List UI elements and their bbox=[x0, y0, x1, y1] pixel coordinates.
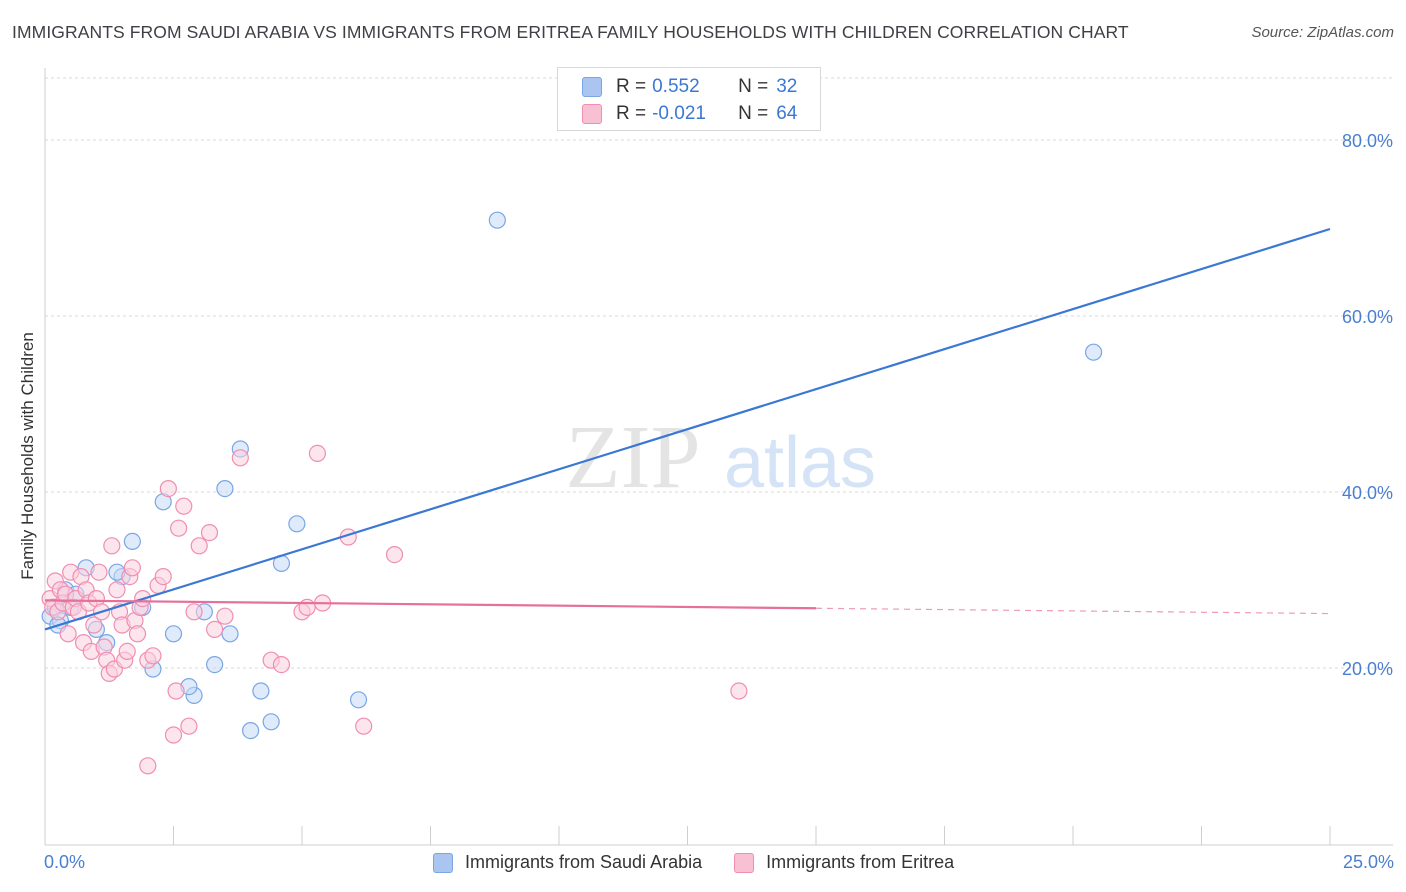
point-eritrea bbox=[730, 682, 748, 700]
point-eritrea bbox=[272, 655, 291, 674]
y-tick-label: 40.0% bbox=[1342, 483, 1393, 503]
point-eritrea bbox=[200, 523, 219, 542]
point-saudi-arabia bbox=[1084, 343, 1103, 361]
point-eritrea bbox=[139, 757, 157, 775]
point-eritrea bbox=[185, 603, 203, 621]
legend-swatch-pink bbox=[582, 104, 602, 124]
point-eritrea bbox=[167, 682, 185, 700]
grid-lines bbox=[45, 77, 1393, 669]
legend-r-label: R = bbox=[616, 103, 647, 124]
y-tick-label: 60.0% bbox=[1342, 307, 1393, 327]
correlation-legend: R = 0.552 N = 32 R = -0.021 N = 64 bbox=[557, 67, 821, 131]
point-eritrea bbox=[298, 598, 316, 617]
legend-r-label: R = bbox=[616, 76, 647, 97]
point-eritrea bbox=[159, 480, 177, 498]
x-tick-label-max: 25.0% bbox=[1342, 852, 1394, 872]
chart-title: IMMIGRANTS FROM SAUDI ARABIA VS IMMIGRAN… bbox=[12, 22, 1129, 42]
trend-lines bbox=[44, 227, 1331, 631]
point-eritrea bbox=[175, 497, 193, 515]
series-legend: Immigrants from Saudi Arabia Immigrants … bbox=[433, 852, 986, 873]
point-saudi-arabia bbox=[488, 211, 506, 229]
y-tick-labels: 20.0% 40.0% 60.0% 80.0% bbox=[1342, 131, 1393, 679]
point-eritrea bbox=[154, 567, 172, 586]
y-tick-label: 80.0% bbox=[1342, 131, 1393, 151]
legend-n-value: 32 bbox=[776, 76, 798, 97]
point-saudi-arabia bbox=[216, 480, 234, 498]
point-saudi-arabia bbox=[164, 625, 183, 643]
legend-row-saudi-arabia: R = 0.552 N = 32 bbox=[582, 75, 797, 99]
legend-row-eritrea: R = -0.021 N = 64 bbox=[582, 102, 797, 126]
trend-line-saudi-arabia bbox=[44, 227, 1331, 631]
point-eritrea bbox=[180, 717, 198, 735]
legend-n-value: 64 bbox=[776, 103, 798, 124]
point-saudi-arabia bbox=[288, 515, 306, 533]
point-eritrea bbox=[170, 519, 188, 537]
legend-item-eritrea: Immigrants from Eritrea bbox=[734, 852, 954, 873]
point-saudi-arabia bbox=[252, 682, 270, 700]
point-eritrea bbox=[216, 607, 234, 625]
watermark-atlas: atlas bbox=[724, 423, 876, 503]
legend-swatch-blue bbox=[582, 77, 602, 97]
point-saudi-arabia bbox=[349, 691, 368, 709]
legend-n-label: N = bbox=[738, 103, 769, 124]
point-eritrea bbox=[308, 444, 327, 462]
point-eritrea bbox=[59, 625, 77, 643]
point-eritrea bbox=[355, 717, 373, 735]
legend-r-value: -0.021 bbox=[652, 103, 706, 124]
point-saudi-arabia bbox=[206, 655, 224, 674]
point-eritrea bbox=[164, 726, 183, 744]
x-tick-label-min: 0.0% bbox=[44, 852, 86, 872]
point-saudi-arabia bbox=[262, 713, 280, 731]
point-eritrea bbox=[108, 581, 126, 599]
watermark: ZIP atlas bbox=[566, 408, 877, 507]
legend-item-saudi-arabia: Immigrants from Saudi Arabia bbox=[433, 852, 702, 873]
legend-swatch-pink bbox=[734, 852, 755, 873]
legend-label-saudi-arabia: Immigrants from Saudi Arabia bbox=[465, 852, 703, 872]
legend-r-value: 0.552 bbox=[652, 76, 700, 97]
point-eritrea bbox=[85, 616, 103, 634]
watermark-zip: ZIP bbox=[566, 408, 701, 507]
point-eritrea bbox=[144, 647, 162, 665]
point-eritrea bbox=[123, 559, 141, 577]
y-axis-title: Family Households with Children bbox=[18, 332, 37, 580]
point-eritrea bbox=[206, 620, 224, 639]
chart-source: Source: ZipAtlas.com bbox=[1251, 24, 1394, 41]
trend-line-eritrea-extrapolated bbox=[815, 607, 1331, 615]
point-saudi-arabia bbox=[242, 721, 260, 740]
trend-line-eritrea bbox=[44, 599, 817, 610]
point-eritrea bbox=[190, 537, 208, 555]
point-saudi-arabia bbox=[123, 532, 141, 551]
legend-n-label: N = bbox=[738, 76, 769, 97]
legend-label-eritrea: Immigrants from Eritrea bbox=[766, 852, 955, 872]
point-eritrea bbox=[90, 563, 108, 581]
point-eritrea bbox=[385, 545, 404, 564]
point-saudi-arabia bbox=[221, 625, 239, 643]
point-eritrea bbox=[103, 537, 121, 555]
y-tick-label: 20.0% bbox=[1342, 659, 1393, 679]
point-eritrea bbox=[231, 449, 249, 467]
point-eritrea bbox=[118, 642, 136, 661]
point-eritrea bbox=[128, 625, 147, 643]
legend-swatch-blue bbox=[433, 852, 453, 873]
axes bbox=[44, 68, 1393, 846]
